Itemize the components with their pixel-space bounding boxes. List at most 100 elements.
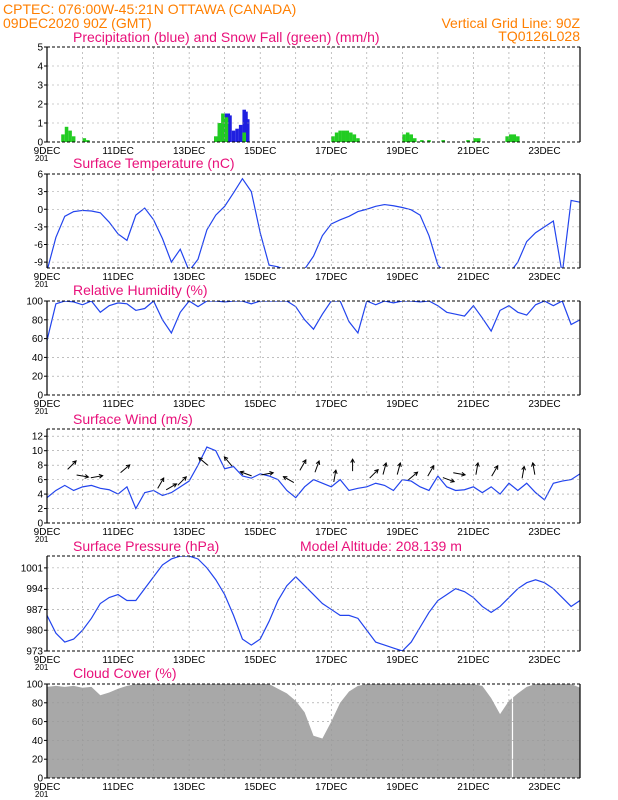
y-tick-label: 0 xyxy=(37,774,43,785)
panel-6: Cloud Cover (%) 9DEC 11DEC 13DEC 15DEC 17DEC 1… xyxy=(26,665,581,799)
snow-bar xyxy=(64,126,69,142)
x-tick-label: 9DEC xyxy=(34,655,61,666)
x-tick-label: 13DEC xyxy=(173,146,205,157)
y-tick-label: 0 xyxy=(37,138,43,149)
y-tick-label: 100 xyxy=(26,297,43,308)
y-tick-label: 4 xyxy=(37,62,43,73)
snow-bar xyxy=(405,132,410,142)
grid-line-note: Vertical Grid Line: 90Z xyxy=(441,15,580,31)
y-tick-label: 5 xyxy=(37,43,43,54)
data-layer xyxy=(47,301,580,341)
snow-bar xyxy=(61,134,65,142)
snow-bar xyxy=(242,132,246,142)
x-tick-label: 17DEC xyxy=(315,399,347,410)
wind-arrow xyxy=(427,464,435,477)
panel-title: Relative Humidity (%) xyxy=(73,282,208,298)
station-header: CPTEC: 076:00W-45:21N OTTAWA (CANADA) xyxy=(3,1,296,17)
wind-arrow xyxy=(67,460,77,470)
y-tick-label: 1 xyxy=(37,119,43,130)
data-layer xyxy=(47,684,580,778)
wind-arrow xyxy=(491,464,499,477)
snow-bar xyxy=(505,136,509,142)
y-tick-label: 60 xyxy=(32,334,44,345)
x-tick-label: 21DEC xyxy=(457,146,489,157)
precip-bar xyxy=(245,119,250,142)
snow-bar xyxy=(420,140,424,142)
wind-arrow xyxy=(239,470,252,477)
year-stub: 201 xyxy=(35,407,49,416)
panel-2: Surface Temperature (nC) 9DEC 11DEC 13DEC 15… xyxy=(34,155,581,289)
x-tick-label: 17DEC xyxy=(315,272,347,283)
snow-bar xyxy=(71,136,76,142)
precip-bar xyxy=(235,128,239,142)
wind-arrow xyxy=(120,464,131,474)
y-tick-label: 8 xyxy=(37,461,43,472)
snow-bar xyxy=(349,132,353,142)
wind-arrow xyxy=(396,461,402,475)
x-tick-label: 13DEC xyxy=(173,399,205,410)
wind-arrow xyxy=(332,469,338,482)
panel-4: Surface Wind (m/s) 9DEC 11DEC 13DEC 15DEC 17D… xyxy=(32,411,581,544)
x-tick-label: 13DEC xyxy=(173,782,205,793)
wind-arrow xyxy=(453,471,467,477)
data-layer xyxy=(61,109,520,142)
x-tick-label: 9DEC xyxy=(34,527,61,538)
precip-bar xyxy=(238,124,243,142)
wind-arrow xyxy=(382,461,388,475)
x-tick-label: 17DEC xyxy=(315,527,347,538)
x-tick-label: 21DEC xyxy=(457,272,489,283)
x-tick-label: 23DEC xyxy=(528,272,560,283)
snow-bar xyxy=(341,130,346,142)
snow-bar xyxy=(334,132,339,142)
snow-bar xyxy=(441,140,445,142)
wind-arrow xyxy=(282,476,295,484)
series-line xyxy=(47,177,580,268)
x-tick-label: 15DEC xyxy=(244,655,276,666)
x-tick-label: 21DEC xyxy=(457,527,489,538)
panel-title: Surface Wind (m/s) xyxy=(73,411,193,427)
wind-arrow xyxy=(223,456,233,467)
data-layer xyxy=(47,556,580,651)
snow-bar xyxy=(512,134,517,142)
wind-arrow xyxy=(157,477,165,489)
y-tick-label: 0 xyxy=(37,519,43,530)
snow-bar xyxy=(82,138,87,142)
panel-title: Cloud Cover (%) xyxy=(73,665,176,681)
x-tick-label: 15DEC xyxy=(244,146,276,157)
panels: Precipitation (blue) and Snow Fall (gree… xyxy=(21,29,581,799)
snow-bar xyxy=(427,140,431,142)
x-tick-label: 9DEC xyxy=(34,782,61,793)
y-tick-label: -3 xyxy=(34,222,43,233)
snow-bar xyxy=(402,134,406,142)
y-tick-label: 80 xyxy=(32,698,44,709)
wind-arrow xyxy=(475,461,480,475)
y-tick-label: 40 xyxy=(32,353,44,364)
wind-arrow xyxy=(442,477,456,483)
year-stub: 201 xyxy=(35,280,49,289)
model-altitude-label: Model Altitude: 208.139 m xyxy=(300,538,462,554)
wind-arrow xyxy=(314,459,321,473)
x-tick-label: 11DEC xyxy=(102,146,134,157)
y-tick-label: 3 xyxy=(37,81,43,92)
snow-bar xyxy=(214,136,218,142)
snow-bar xyxy=(224,117,229,142)
run-date: 09DEC2020 90Z (GMT) xyxy=(3,15,152,31)
y-tick-label: 80 xyxy=(32,315,44,326)
y-tick-label: 2 xyxy=(37,100,43,111)
x-tick-label: 15DEC xyxy=(244,272,276,283)
year-stub: 201 xyxy=(35,663,49,672)
wind-arrow xyxy=(531,461,536,475)
panel-title: Surface Pressure (hPa) xyxy=(73,538,219,554)
snow-bar xyxy=(466,140,470,142)
panel-1: Precipitation (blue) and Snow Fall (gree… xyxy=(34,29,581,163)
y-tick-label: 12 xyxy=(32,432,44,443)
x-tick-label: 23DEC xyxy=(528,399,560,410)
x-tick-label: 23DEC xyxy=(528,655,560,666)
y-tick-label: 100 xyxy=(26,680,43,691)
x-tick-label: 21DEC xyxy=(457,782,489,793)
panel-title: Precipitation (blue) and Snow Fall (gree… xyxy=(73,29,380,45)
snow-bar xyxy=(68,130,72,142)
data-layer xyxy=(47,446,580,510)
y-tick-label: 40 xyxy=(32,736,44,747)
